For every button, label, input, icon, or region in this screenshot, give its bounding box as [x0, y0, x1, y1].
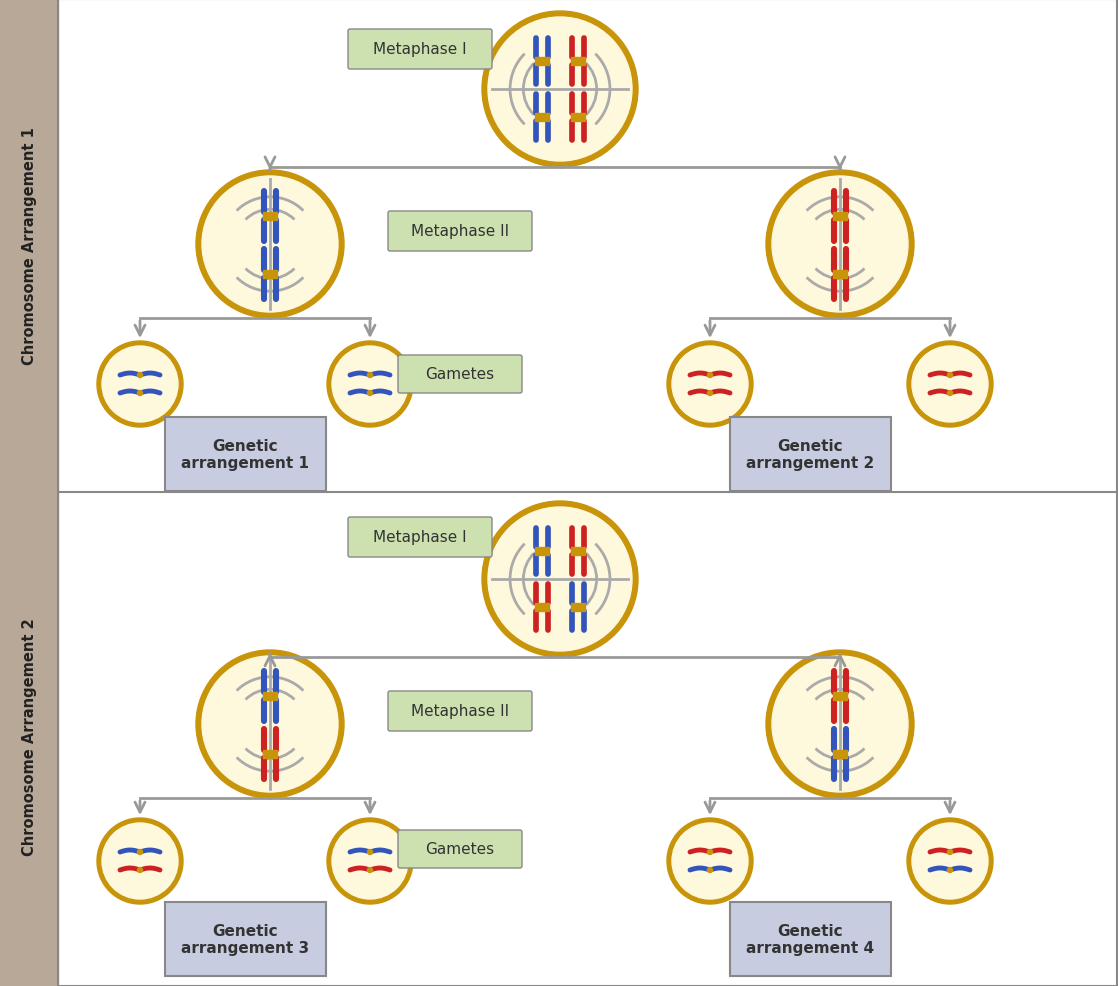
Circle shape	[907, 818, 993, 904]
Circle shape	[196, 171, 344, 318]
Circle shape	[332, 347, 408, 423]
Bar	[833, 692, 847, 701]
FancyBboxPatch shape	[164, 418, 325, 491]
Circle shape	[773, 657, 908, 792]
Circle shape	[368, 850, 372, 855]
Circle shape	[97, 342, 183, 428]
FancyBboxPatch shape	[348, 30, 492, 70]
Circle shape	[672, 823, 748, 899]
Bar	[571, 58, 585, 66]
Bar	[536, 113, 549, 122]
Bar	[263, 270, 277, 279]
Bar	[571, 603, 585, 611]
Bar	[833, 270, 847, 279]
Text: Metaphase II: Metaphase II	[411, 224, 509, 240]
Circle shape	[708, 391, 712, 396]
Text: Genetic
arrangement 4: Genetic arrangement 4	[746, 923, 874, 955]
Circle shape	[326, 342, 413, 428]
FancyBboxPatch shape	[730, 902, 891, 976]
Text: Chromosome Arrangement 2: Chromosome Arrangement 2	[21, 617, 37, 855]
FancyBboxPatch shape	[388, 691, 532, 732]
Bar	[536, 547, 549, 555]
Circle shape	[326, 818, 413, 904]
Bar	[571, 547, 585, 555]
Circle shape	[482, 12, 638, 168]
Circle shape	[487, 18, 632, 162]
Circle shape	[102, 347, 178, 423]
Bar	[263, 212, 277, 221]
Circle shape	[487, 508, 632, 652]
Circle shape	[947, 868, 953, 873]
Text: Metaphase I: Metaphase I	[373, 42, 467, 57]
Circle shape	[947, 373, 953, 378]
Circle shape	[368, 868, 372, 873]
Circle shape	[912, 823, 988, 899]
Circle shape	[138, 868, 142, 873]
Bar	[833, 212, 847, 221]
Circle shape	[708, 868, 712, 873]
Text: Metaphase II: Metaphase II	[411, 704, 509, 719]
Circle shape	[97, 818, 183, 904]
Circle shape	[482, 502, 638, 658]
Text: Genetic
arrangement 1: Genetic arrangement 1	[181, 439, 309, 470]
Circle shape	[907, 342, 993, 428]
Bar	[263, 692, 277, 701]
Circle shape	[766, 651, 915, 799]
Bar	[0, 0, 58, 986]
Circle shape	[202, 176, 338, 313]
Bar	[571, 113, 585, 122]
Circle shape	[667, 818, 754, 904]
Circle shape	[708, 373, 712, 378]
Bar	[263, 749, 277, 758]
Circle shape	[138, 373, 142, 378]
Bar	[833, 749, 847, 758]
Circle shape	[138, 850, 142, 855]
Circle shape	[138, 391, 142, 396]
Bar	[536, 603, 549, 611]
Text: Genetic
arrangement 2: Genetic arrangement 2	[746, 439, 874, 470]
Circle shape	[368, 391, 372, 396]
Circle shape	[368, 373, 372, 378]
FancyBboxPatch shape	[398, 830, 522, 868]
Text: Chromosome Arrangement 1: Chromosome Arrangement 1	[21, 127, 37, 365]
Text: Genetic
arrangement 3: Genetic arrangement 3	[181, 923, 309, 955]
Circle shape	[196, 651, 344, 799]
Circle shape	[667, 342, 754, 428]
Bar	[536, 58, 549, 66]
Circle shape	[202, 657, 338, 792]
Circle shape	[947, 391, 953, 396]
FancyBboxPatch shape	[730, 418, 891, 491]
Text: Gametes: Gametes	[426, 367, 494, 383]
Circle shape	[708, 850, 712, 855]
Circle shape	[102, 823, 178, 899]
Circle shape	[672, 347, 748, 423]
Circle shape	[332, 823, 408, 899]
Text: Metaphase I: Metaphase I	[373, 529, 467, 545]
Text: Gametes: Gametes	[426, 842, 494, 857]
Circle shape	[773, 176, 908, 313]
FancyBboxPatch shape	[164, 902, 325, 976]
Circle shape	[947, 850, 953, 855]
Circle shape	[766, 171, 915, 318]
Circle shape	[912, 347, 988, 423]
FancyBboxPatch shape	[348, 518, 492, 557]
FancyBboxPatch shape	[398, 356, 522, 393]
FancyBboxPatch shape	[388, 212, 532, 251]
